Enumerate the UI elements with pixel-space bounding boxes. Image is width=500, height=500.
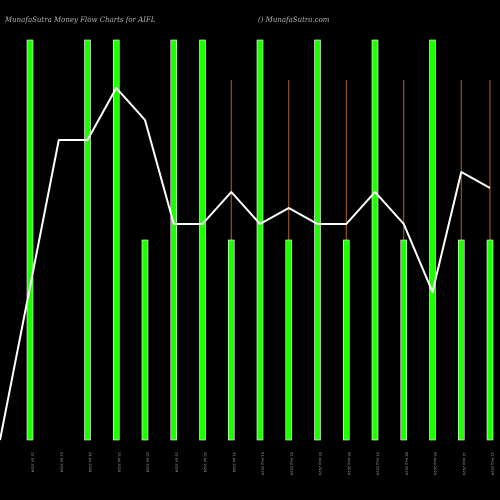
x-tick-label: 29 Jul 2024: [174, 452, 178, 473]
money-flow-line: [0, 87, 491, 441]
bar-16: [457, 239, 465, 441]
bar-9: [256, 39, 264, 441]
bar-17: [486, 239, 494, 441]
bar-4: [112, 39, 120, 441]
line-group: [0, 87, 491, 441]
x-tick-label: 25 Jul 2024: [117, 452, 121, 473]
x-tick-label: 08 Aug 2024: [404, 452, 408, 476]
chart-title: MunafaSutra Money Flow Charts for AIFL: [4, 16, 156, 24]
bar-14: [400, 239, 408, 441]
x-tick-label: 02 Aug 2024: [289, 452, 293, 476]
x-tick-label: 05 Aug 2024: [318, 452, 322, 476]
bar-5: [141, 239, 149, 441]
x-tick-label: 24 Jul 2024: [88, 452, 92, 473]
bar-12: [342, 239, 350, 441]
x-tick-label: 23 Jul 2024: [59, 452, 63, 473]
bar-10: [285, 239, 293, 441]
x-tick-label: 31 Jul 2024: [232, 452, 236, 473]
bar-6: [170, 39, 178, 441]
bars-group: [26, 39, 494, 441]
x-axis-ticks: 22 Jul 2024 23 Jul 2024 24 Jul 2024 25 Jul …: [31, 452, 495, 476]
bar-13: [371, 39, 379, 441]
x-tick-label: 12 Aug 2024: [462, 452, 466, 476]
wicks-group: [115, 40, 491, 240]
x-tick-label: 13 Aug 2024: [491, 452, 495, 476]
site-credit: () MunafaSutra.com: [258, 16, 330, 24]
x-tick-label: 09 Aug 2024: [433, 452, 437, 476]
x-tick-label: 07 Aug 2024: [376, 452, 380, 476]
bar-3: [84, 39, 91, 441]
bar-8: [227, 239, 235, 441]
bar-7: [199, 39, 206, 441]
bar-15: [429, 39, 436, 441]
x-tick-label: 30 Jul 2024: [203, 452, 207, 473]
bar-1: [26, 39, 34, 441]
x-tick-label: 22 Jul 2024: [31, 452, 35, 473]
x-tick-label: 26 Jul 2024: [146, 452, 150, 473]
bar-11: [314, 39, 321, 441]
x-tick-label: 06 Aug 2024: [347, 452, 351, 476]
x-tick-label: 01 Aug 2024: [261, 452, 265, 476]
